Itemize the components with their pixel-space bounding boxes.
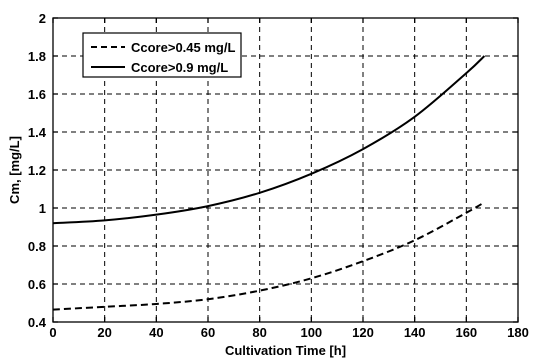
legend-label-series-2: Ccore>0.9 mg/L [131, 60, 228, 75]
series-line-1 [52, 201, 485, 311]
y-tick-label: 0.8 [28, 239, 46, 254]
y-tick-labels: 0.4 0.6 0.8 1 1.2 1.4 1.6 1.8 2 [28, 11, 47, 330]
x-tick-label: 40 [149, 325, 163, 340]
series-line-2 [52, 55, 486, 225]
y-tick-label: 0.6 [28, 277, 46, 292]
y-tick-label: 1.8 [28, 49, 46, 64]
y-tick-label: 2 [39, 11, 46, 26]
x-tick-label: 60 [201, 325, 215, 340]
y-tick-label: 0.4 [28, 315, 47, 330]
legend: Ccore>0.45 mg/L Ccore>0.9 mg/L [82, 32, 242, 78]
x-tick-label: 100 [300, 325, 322, 340]
y-axis-label: Cm, [mg/L] [7, 136, 22, 204]
y-tick-label: 1.2 [28, 163, 46, 178]
x-axis-label: Cultivation Time [h] [225, 343, 346, 358]
series-lines [52, 55, 486, 311]
legend-box [82, 32, 242, 78]
x-tick-label: 80 [252, 325, 266, 340]
x-tick-label: 140 [404, 325, 426, 340]
grid-lines [53, 18, 518, 322]
x-tick-label: 180 [507, 325, 529, 340]
x-tick-label: 120 [352, 325, 374, 340]
x-tick-label: 20 [97, 325, 111, 340]
x-tick-label: 0 [49, 325, 56, 340]
x-tick-label: 160 [455, 325, 477, 340]
y-tick-label: 1.6 [28, 87, 46, 102]
legend-label-series-1: Ccore>0.45 mg/L [131, 40, 235, 55]
y-tick-label: 1 [39, 201, 46, 216]
y-tick-label: 1.4 [28, 125, 47, 140]
x-tick-labels: 0 20 40 60 80 100 120 140 160 180 [49, 325, 528, 340]
axis-ticks [52, 17, 519, 323]
